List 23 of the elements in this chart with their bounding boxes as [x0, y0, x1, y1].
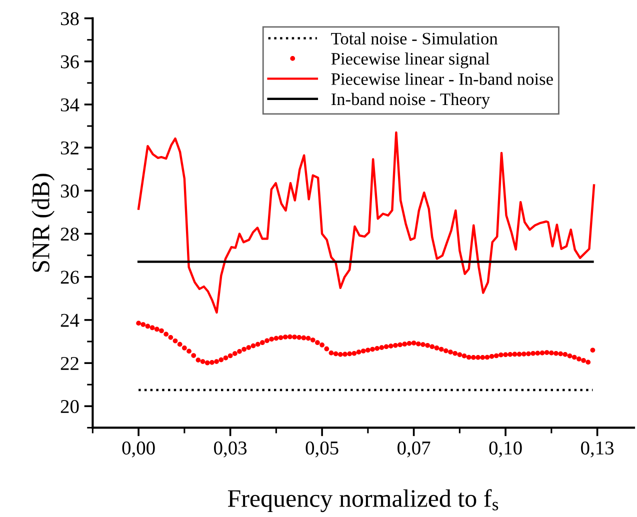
x-axis-title: Frequency normalized to f$_{s}$: [228, 489, 498, 512]
legend-label: Piecewise linear - In-band noise: [331, 72, 553, 85]
x-tick-label: 0,00: [122, 441, 155, 458]
y-tick-label: 30: [60, 184, 79, 198]
y-tick-label: 34: [60, 98, 80, 112]
x-tick-label: 0,07: [398, 441, 430, 458]
line-series: [137, 131, 596, 314]
x-tick-label: 0,10: [489, 441, 522, 458]
legend-label: Total noise - Simulation: [331, 32, 498, 45]
y-tick-label: 32: [60, 141, 78, 155]
y-tick-label: 36: [60, 55, 79, 68]
legend-label: In-band noise - Theory: [331, 92, 490, 109]
x-tick-label: 0,05: [306, 441, 338, 458]
y-tick-label: 20: [60, 400, 79, 414]
y-tick-label: 38: [60, 12, 79, 26]
y-tick-label: 26: [60, 270, 79, 284]
x-tick-label: 0,03: [214, 441, 247, 458]
y-tick-label: 28: [60, 228, 79, 241]
legend-label: Piecewise linear signal: [331, 52, 490, 68]
y-tick-label: 24: [60, 314, 80, 327]
y-axis-title: SNR (dB): [32, 174, 54, 272]
x-tick-label: 0,13: [581, 441, 614, 458]
y-tick-label: 22: [60, 356, 78, 370]
